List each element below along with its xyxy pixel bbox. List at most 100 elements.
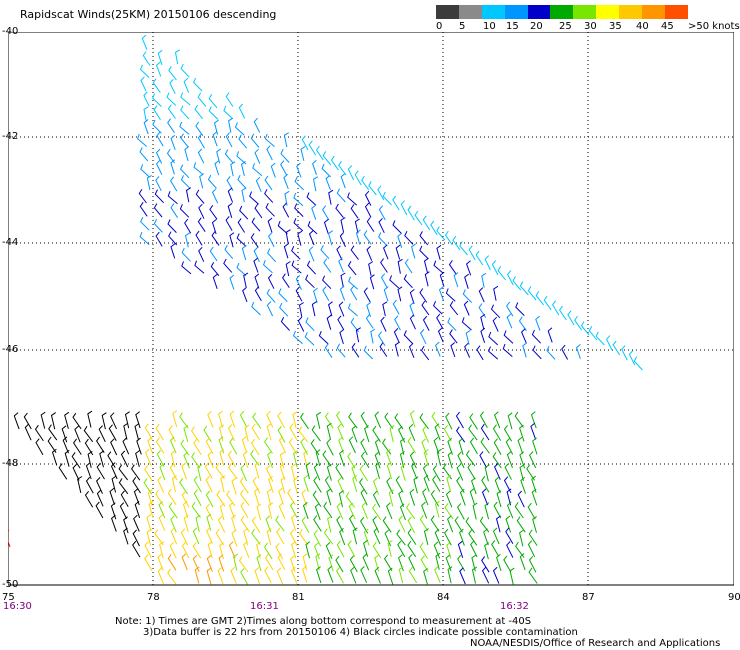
wind-barb <box>338 160 347 176</box>
colorbar-swatch <box>596 5 620 19</box>
wind-barb <box>169 176 178 192</box>
wind-barb <box>400 463 406 481</box>
wind-barb <box>301 135 309 151</box>
latitude-label: -44 <box>2 237 19 248</box>
wind-barb <box>496 553 502 571</box>
wind-barb <box>519 529 525 547</box>
wind-barb <box>224 149 234 164</box>
wind-barb <box>323 501 333 519</box>
wind-barb <box>456 476 465 493</box>
wind-barb <box>144 423 153 441</box>
wind-barb <box>109 412 117 430</box>
wind-barb <box>293 218 304 232</box>
wind-barb <box>96 462 105 480</box>
wind-barb <box>143 119 149 135</box>
wind-barb <box>394 315 401 331</box>
wind-barb <box>159 541 165 559</box>
plot-frame <box>8 32 734 586</box>
wind-barb <box>197 464 203 482</box>
wind-barb <box>267 273 275 289</box>
wind-barb <box>457 540 464 558</box>
wind-barb <box>252 163 263 177</box>
wind-barb <box>519 451 526 469</box>
wind-barb <box>72 438 82 455</box>
wind-barb <box>453 272 459 288</box>
wind-barb <box>528 451 537 469</box>
colorbar-swatch <box>504 5 528 19</box>
wind-barb <box>183 77 190 93</box>
wind-barb <box>423 528 429 546</box>
wind-barb <box>338 436 345 454</box>
wind-barb <box>422 464 430 482</box>
wind-barb <box>239 205 249 220</box>
wind-barb <box>212 131 218 147</box>
wind-barb <box>77 476 83 494</box>
wind-barb <box>321 205 330 221</box>
wind-barb <box>179 121 190 135</box>
wind-barb <box>419 288 428 303</box>
wind-barb <box>484 542 489 560</box>
wind-barb <box>446 541 452 559</box>
wind-barb <box>408 342 415 358</box>
wind-barb <box>298 529 309 546</box>
wind-barb <box>464 273 470 289</box>
wind-barb <box>206 555 213 572</box>
latitude-label: -46 <box>2 344 19 355</box>
wind-barb <box>48 424 58 441</box>
wind-barb <box>325 542 333 559</box>
wind-barb <box>123 422 129 440</box>
latitude-label: -42 <box>2 131 19 142</box>
wind-barb <box>528 567 538 584</box>
wind-barb <box>180 439 190 456</box>
wind-barb <box>445 412 453 430</box>
wind-barb <box>169 463 178 481</box>
wind-barb <box>119 502 128 520</box>
wind-barb <box>227 424 236 442</box>
wind-barb <box>280 476 286 494</box>
wind-barb <box>228 501 235 519</box>
wind-barb <box>423 474 430 492</box>
wind-barb <box>336 188 346 203</box>
wind-barb <box>179 204 190 218</box>
wind-barb <box>365 314 374 329</box>
wind-barb <box>168 502 178 519</box>
latitude-label: -48 <box>2 458 19 469</box>
wind-barb <box>422 215 431 231</box>
wind-barb <box>315 553 321 571</box>
wind-barb <box>291 514 297 532</box>
wind-barb <box>409 488 416 506</box>
time-label: 16:31 <box>250 601 279 612</box>
wind-barb <box>230 566 237 584</box>
wind-barb <box>372 490 381 508</box>
wind-barb <box>514 502 524 519</box>
wind-barb <box>381 438 392 455</box>
wind-barb <box>494 476 501 494</box>
wind-barb <box>369 274 375 290</box>
wind-barb <box>214 160 220 176</box>
wind-barb <box>479 451 488 468</box>
wind-barb <box>497 266 506 281</box>
wind-barb <box>8 530 11 548</box>
wind-barb <box>445 288 456 302</box>
wind-barb <box>430 489 440 507</box>
wind-barb <box>156 450 165 467</box>
wind-barb <box>355 229 361 245</box>
wind-barb <box>155 159 163 175</box>
wind-barb <box>218 554 225 572</box>
wind-barb <box>254 273 260 289</box>
wind-barb <box>154 189 165 204</box>
wind-barb <box>419 329 427 345</box>
wind-barb <box>363 539 369 557</box>
wind-barb <box>361 502 368 519</box>
wind-barb <box>197 92 207 107</box>
wind-barb <box>492 424 502 441</box>
wind-barb <box>251 516 261 533</box>
wind-barb <box>492 566 500 584</box>
wind-barb <box>170 527 178 545</box>
wind-barb <box>347 165 355 181</box>
colorbar-swatch <box>527 5 551 19</box>
wind-barb <box>313 529 322 547</box>
wind-barb <box>411 462 418 480</box>
wind-barb <box>267 217 273 233</box>
wind-barb <box>547 327 553 343</box>
